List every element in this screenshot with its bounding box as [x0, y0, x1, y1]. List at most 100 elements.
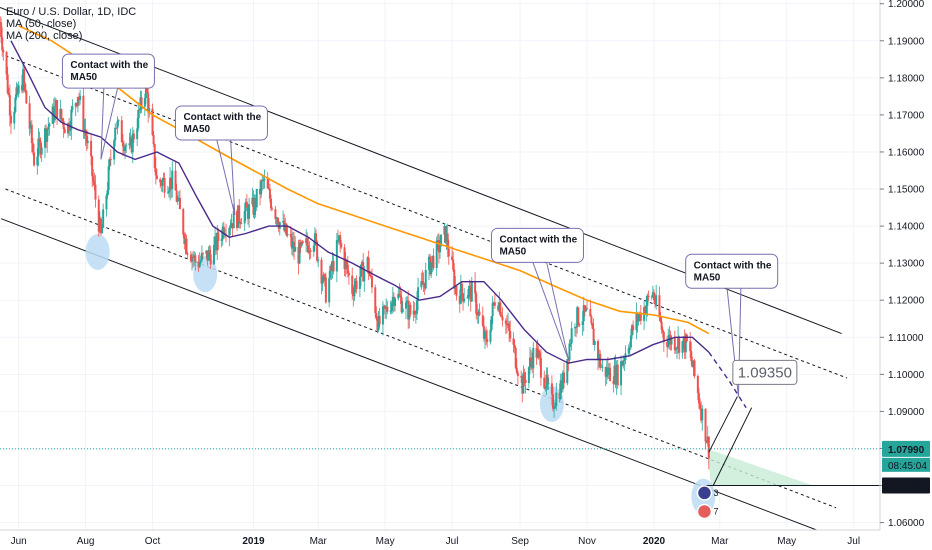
- candle-body: [463, 298, 466, 302]
- annotation-text: Contact with the: [70, 60, 148, 71]
- candle-body: [74, 103, 77, 107]
- candle-body: [362, 261, 365, 282]
- candle-body: [522, 372, 525, 394]
- candle-body: [207, 249, 210, 261]
- candle-body: [478, 311, 481, 316]
- candle-body: [681, 341, 684, 353]
- candle-body: [176, 199, 179, 202]
- candle-body: [131, 133, 134, 153]
- candle-body: [130, 137, 133, 153]
- candle-body: [240, 223, 243, 225]
- candle-body: [63, 129, 66, 134]
- candle-body: [654, 300, 657, 305]
- candle-body: [97, 199, 100, 232]
- candle-body: [76, 97, 79, 106]
- candle-body: [674, 348, 677, 351]
- candle-body: [201, 253, 204, 255]
- candle-body: [260, 181, 263, 195]
- candle-body: [332, 260, 335, 272]
- y-tick-label: 1.20000: [888, 0, 925, 10]
- candle-body: [16, 87, 19, 94]
- candle-body: [558, 392, 561, 400]
- candle-body: [578, 324, 581, 326]
- candle-body: [413, 310, 416, 315]
- candle-body: [485, 331, 488, 339]
- candle-body: [291, 241, 294, 249]
- candle-body: [23, 69, 26, 84]
- candle-body: [299, 242, 302, 246]
- candle-body: [392, 296, 395, 306]
- channel-lower-dashed: [5, 188, 837, 509]
- candle-body: [147, 92, 150, 113]
- candle-body: [5, 52, 8, 75]
- candle-body: [469, 285, 472, 302]
- candle-body: [684, 334, 687, 353]
- candle-body: [220, 238, 223, 241]
- candle-body: [217, 232, 220, 241]
- candle-body: [497, 305, 500, 311]
- candle-body: [94, 184, 97, 200]
- candle-body: [174, 170, 177, 191]
- candle-body: [13, 111, 16, 124]
- projection-zone: [706, 448, 814, 486]
- candle-body: [646, 295, 649, 306]
- candle-body: [45, 128, 48, 142]
- candle-body: [631, 325, 634, 336]
- candle-body: [253, 198, 256, 215]
- candle-body: [650, 296, 653, 298]
- candle-body: [209, 254, 212, 265]
- candle-body: [659, 317, 662, 322]
- candle-body: [538, 352, 541, 358]
- candle-body: [466, 297, 469, 299]
- candle-body: [251, 197, 254, 205]
- candle-body: [37, 138, 40, 157]
- forecast-arrow: [712, 407, 753, 486]
- candle-body: [214, 236, 217, 245]
- x-tick-label: Jul: [446, 536, 459, 547]
- candle-body: [0, 22, 3, 38]
- candle-body: [570, 328, 573, 344]
- candle-body: [102, 209, 105, 228]
- candle-body: [492, 302, 495, 304]
- candle-body: [470, 282, 473, 302]
- candle-body: [658, 295, 661, 318]
- candle-body: [609, 367, 612, 382]
- candle-body: [381, 306, 384, 325]
- candle-body: [75, 103, 78, 106]
- candle-body: [56, 100, 59, 120]
- candle-body: [129, 137, 132, 144]
- candle-body: [552, 394, 555, 409]
- candle-body: [454, 285, 457, 289]
- candle-body: [315, 233, 318, 242]
- candle-body: [584, 308, 587, 312]
- candle-body: [407, 300, 410, 320]
- candle-body: [600, 366, 603, 368]
- candle-body: [198, 261, 201, 268]
- candle-body: [69, 129, 72, 132]
- candle-body: [421, 281, 424, 285]
- candle-body: [562, 372, 565, 384]
- event-marker: [696, 503, 713, 520]
- candle-body: [652, 292, 655, 301]
- candle-body: [122, 146, 125, 152]
- candle-body: [706, 436, 709, 443]
- candle-body: [212, 244, 215, 265]
- candle-body: [705, 441, 708, 443]
- candle-body: [132, 133, 135, 140]
- candle-body: [639, 312, 642, 321]
- candle-body: [573, 327, 576, 329]
- candle-body: [590, 316, 593, 324]
- x-tick-label: Nov: [578, 536, 596, 547]
- candle-body: [589, 309, 592, 317]
- candle-body: [252, 197, 255, 215]
- y-tick-label: 1.06000: [888, 518, 925, 529]
- candle-body: [591, 323, 594, 329]
- candle-body: [535, 347, 538, 358]
- candle-body: [338, 235, 341, 242]
- candle-body: [397, 293, 400, 299]
- candle-body: [476, 313, 479, 316]
- candle-body: [391, 296, 394, 303]
